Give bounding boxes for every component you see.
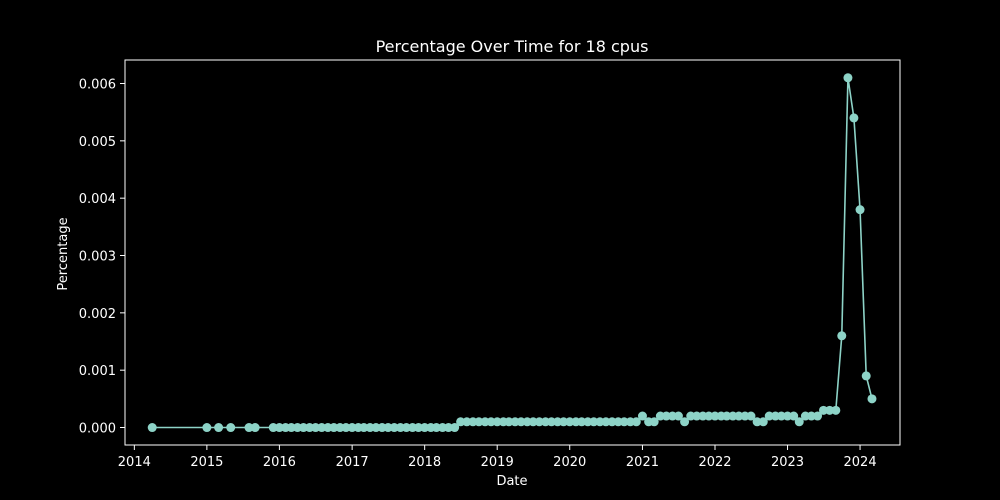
x-tick-label: 2022 [698,455,731,470]
data-point [661,411,671,421]
x-tick-label: 2020 [553,455,586,470]
data-point [631,417,641,427]
data-point [692,411,702,421]
data-point [734,411,744,421]
data-point [371,423,381,433]
data-point [637,411,647,421]
data-point [359,423,369,433]
data-point [867,394,877,404]
y-tick-label: 0.000 [79,422,116,437]
data-point [202,423,212,433]
data-point [486,417,496,427]
data-point [831,405,841,415]
data-point [837,331,847,341]
data-point [444,423,454,433]
data-point [268,423,278,433]
data-point [565,417,575,427]
data-point [577,417,587,427]
y-axis: 0.000 0.001 0.002 0.003 0.004 0.005 0.006 [79,78,125,437]
data-point [746,411,756,421]
data-point [450,423,460,433]
data-point [861,371,871,381]
data-point [589,417,599,427]
data-point [311,423,321,433]
y-tick-label: 0.002 [79,307,116,322]
data-point [504,417,514,427]
data-point [601,417,611,427]
data-point [214,423,224,433]
data-point [783,411,793,421]
data-point [244,423,254,433]
data-point [752,417,762,427]
y-tick-label: 0.004 [79,192,116,207]
x-axis-title: Date [496,474,527,489]
data-point [704,411,714,421]
x-tick-label: 2018 [408,455,441,470]
data-point [818,405,828,415]
data-point [516,417,526,427]
data-point [806,411,816,421]
x-tick-label: 2014 [118,455,151,470]
data-point [722,411,732,421]
y-tick-label: 0.001 [79,364,116,379]
data-point [849,113,859,123]
data-point [710,411,720,421]
data-point [414,423,424,433]
plot-area-frame [124,59,901,446]
y-tick-label: 0.003 [79,250,116,265]
data-point [649,417,659,427]
chart-title: Percentage Over Time for 18 cpus [376,37,649,56]
data-point [776,411,786,421]
data-point [843,73,853,83]
data-point [226,423,236,433]
data-point [298,423,308,433]
data-point [317,423,327,433]
data-point [383,423,393,433]
x-tick-label: 2019 [481,455,514,470]
data-point [528,417,538,427]
x-tick-label: 2023 [771,455,804,470]
data-point [250,423,260,433]
data-point [420,423,430,433]
data-point [492,417,502,427]
data-point [147,423,157,433]
x-tick-label: 2015 [190,455,223,470]
data-point [680,417,690,427]
x-tick-label: 2016 [263,455,296,470]
data-point [813,411,823,421]
series-layer [147,73,877,433]
data-point [559,417,569,427]
x-tick-label: 2021 [626,455,659,470]
data-point [855,205,865,215]
y-axis-title: Percentage [56,217,71,290]
data-point [607,417,617,427]
data-point [794,417,804,427]
data-point [431,423,441,433]
data-point [274,423,284,433]
data-point [619,417,629,427]
data-point [329,423,339,433]
data-point [389,423,399,433]
y-tick-label: 0.006 [79,78,116,93]
data-point [673,411,683,421]
y-tick-label: 0.005 [79,135,116,150]
x-tick-label: 2017 [336,455,369,470]
data-point [758,417,768,427]
data-point [474,417,484,427]
data-point [341,423,351,433]
data-point [546,417,556,427]
data-point [789,411,799,421]
data-point [825,405,835,415]
data-point [462,417,472,427]
data-point [286,423,296,433]
data-point [347,423,357,433]
data-point [456,417,466,427]
data-point [764,411,774,421]
x-tick-label: 2024 [844,455,877,470]
data-point [401,423,411,433]
data-point [534,417,544,427]
x-axis: 2014 2015 2016 2017 2018 2019 2020 2021 2022 2023… [118,445,877,470]
